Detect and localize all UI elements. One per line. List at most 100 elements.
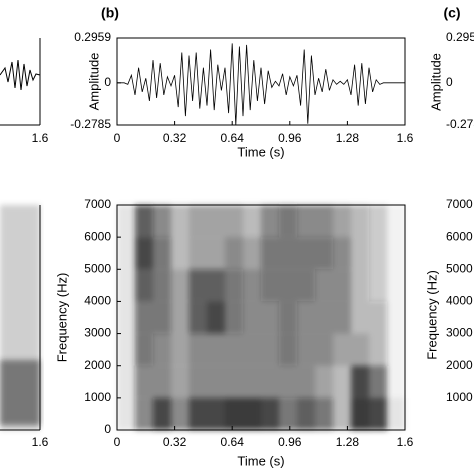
- spectrogram-cell: [135, 237, 153, 270]
- x-tick-label: 1.6: [397, 435, 414, 449]
- spectrogram-cell: [207, 365, 225, 398]
- spectrogram-cell: [351, 397, 369, 430]
- spectrogram-cell: [333, 333, 351, 366]
- spectrogram-cell: [369, 397, 387, 430]
- spectrogram-cell: [225, 365, 243, 398]
- spectrogram-cell: [117, 269, 135, 302]
- spectrogram-cell: [243, 269, 261, 302]
- spectrogram-cell: [225, 269, 243, 302]
- spectrogram-cell: [279, 397, 297, 430]
- left-fragment: 1.6 1.6: [0, 38, 49, 449]
- spectrogram-cell: [189, 269, 207, 302]
- y-tick-label: 3000: [446, 326, 473, 340]
- spectrogram-cell: [369, 365, 387, 398]
- y-tick-label: 0.2952: [446, 30, 474, 44]
- y-tick-label: 6000: [84, 229, 111, 243]
- x-axis-label: Time (s): [237, 144, 284, 159]
- spectrogram-cell: [261, 269, 279, 302]
- spectrogram-cell: [225, 301, 243, 334]
- spectrogram-cell: [117, 365, 135, 398]
- spectrogram-cell: [135, 397, 153, 430]
- spectrogram-cell: [387, 333, 405, 366]
- spectrogram-cell: [171, 269, 189, 302]
- y-tick-label: -0.2786: [446, 117, 474, 131]
- spectrogram-cell: [171, 237, 189, 270]
- y-tick-label: 1000: [84, 390, 111, 404]
- y-tick-label: 0: [104, 75, 111, 89]
- y-tick-label: 5000: [84, 261, 111, 275]
- spectrogram-cell: [387, 365, 405, 398]
- spectrogram-cell: [243, 301, 261, 334]
- y-axis-label: Frequency (Hz): [424, 270, 439, 360]
- left-waveform: [0, 59, 41, 91]
- y-tick-label: 6000: [446, 229, 473, 243]
- spectrogram-cell: [261, 333, 279, 366]
- spectrogram-cell: [243, 365, 261, 398]
- x-tick-label: 0.32: [163, 131, 187, 145]
- x-tick-label: 1.6: [32, 435, 49, 449]
- spectrogram-cell: [315, 301, 333, 334]
- spectrogram-cell: [279, 269, 297, 302]
- spectrogram-cell: [333, 269, 351, 302]
- y-tick-label: 2000: [446, 358, 473, 372]
- spectrogram-cell: [243, 333, 261, 366]
- spectrogram-cell: [387, 205, 405, 238]
- spectrogram-cell: [243, 397, 261, 430]
- spectrogram-cell: [153, 237, 171, 270]
- spectrogram-cell: [297, 237, 315, 270]
- spectrogram-cell: [279, 365, 297, 398]
- spectrogram-cell: [297, 301, 315, 334]
- spectrogram-cell: [189, 365, 207, 398]
- y-tick-label: 0.2959: [74, 30, 111, 44]
- spectrogram-cell: [387, 269, 405, 302]
- spectrogram-cell: [153, 397, 171, 430]
- spectrogram-cell: [171, 205, 189, 238]
- spectrogram-cell: [369, 205, 387, 238]
- spectrogram-cell: [315, 333, 333, 366]
- y-axis-label: Amplitude: [428, 53, 443, 111]
- spectrogram-cell: [171, 333, 189, 366]
- spectrogram-cell: [207, 333, 225, 366]
- spectrogram-cell: [315, 365, 333, 398]
- spectrogram-cell: [315, 205, 333, 238]
- x-tick-label: 0.96: [278, 435, 302, 449]
- spectrogram-cell: [387, 237, 405, 270]
- panel-label: (b): [101, 5, 119, 21]
- spectrogram-cell: [171, 301, 189, 334]
- spectrogram-cell: [189, 205, 207, 238]
- spectrogram-cell: [153, 333, 171, 366]
- y-tick-label: 0: [104, 422, 111, 436]
- y-tick-label: -0.2785: [70, 117, 111, 131]
- panel-label: (c): [443, 5, 460, 21]
- spectrogram-cell: [261, 301, 279, 334]
- waveform: [117, 43, 405, 126]
- x-tick-label: 1.6: [397, 131, 414, 145]
- y-tick-label: 4000: [84, 294, 111, 308]
- spectrogram-cell: [279, 205, 297, 238]
- x-tick-label: 1.28: [336, 435, 360, 449]
- spectrogram-cell: [171, 365, 189, 398]
- spectrogram-cell: [351, 301, 369, 334]
- spectrogram-cell: [117, 205, 135, 238]
- y-axis-label: Amplitude: [86, 53, 101, 111]
- spectrogram-cell: [117, 237, 135, 270]
- x-tick-label: 0: [114, 131, 121, 145]
- left-spectrogram-band: [0, 360, 40, 425]
- y-tick-label: 3000: [84, 326, 111, 340]
- spectrogram-cell: [153, 365, 171, 398]
- spectrogram: [117, 205, 405, 430]
- spectrogram-cell: [135, 365, 153, 398]
- spectrogram-cell: [135, 301, 153, 334]
- spectrogram-cell: [297, 365, 315, 398]
- spectrogram-cell: [153, 269, 171, 302]
- spectrogram-cell: [387, 301, 405, 334]
- spectrogram-cell: [333, 397, 351, 430]
- spectrogram-cell: [279, 333, 297, 366]
- spectrogram-cell: [171, 397, 189, 430]
- spectrogram-cell: [297, 269, 315, 302]
- spectrogram-cell: [333, 365, 351, 398]
- spectrogram-cell: [189, 237, 207, 270]
- spectrogram-cell: [153, 301, 171, 334]
